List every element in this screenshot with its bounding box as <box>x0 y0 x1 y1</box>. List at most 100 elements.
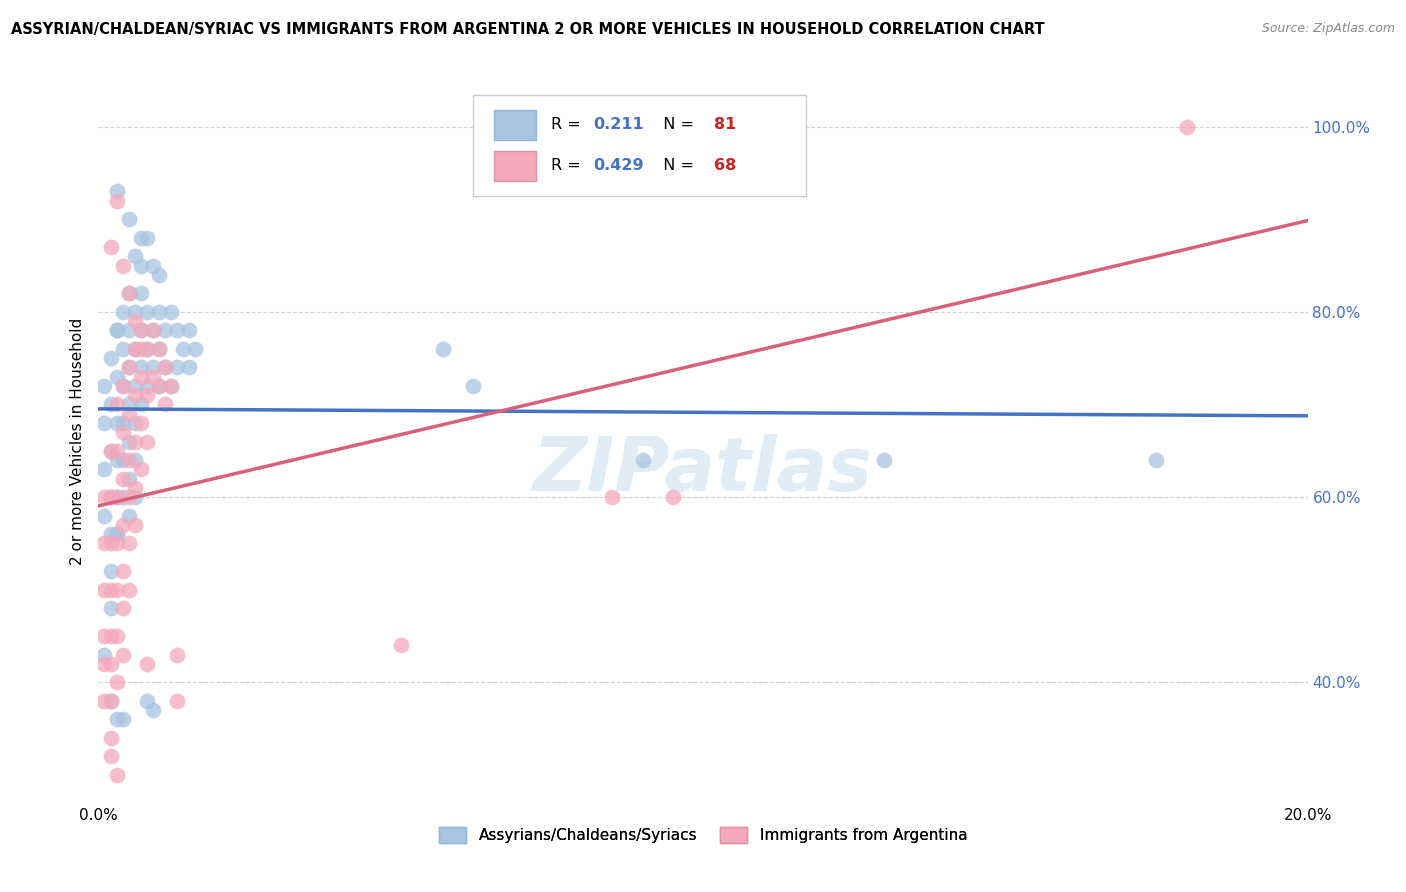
Point <box>100 629 122 643</box>
Point <box>100 397 122 411</box>
Point <box>111 472 134 486</box>
Point <box>118 323 141 337</box>
Point <box>111 259 134 273</box>
Point <box>111 601 134 615</box>
Point <box>124 490 146 504</box>
Point <box>118 407 141 421</box>
Point <box>105 416 128 430</box>
Point <box>1175 120 1198 134</box>
Point <box>118 397 141 411</box>
Point <box>873 453 896 467</box>
Point <box>184 342 207 356</box>
Text: N =: N = <box>654 159 700 173</box>
Point <box>124 342 146 356</box>
Point <box>148 379 170 393</box>
Point <box>118 490 141 504</box>
Bar <box>494 110 536 140</box>
Point <box>153 360 176 375</box>
Point <box>389 638 412 652</box>
Point <box>142 369 165 384</box>
Point <box>93 490 115 504</box>
Point <box>100 657 122 671</box>
Point <box>148 305 170 319</box>
Point <box>93 582 115 597</box>
Point <box>124 379 146 393</box>
Point <box>100 443 122 458</box>
Point <box>129 369 152 384</box>
Point <box>148 379 170 393</box>
Point <box>105 768 128 782</box>
Text: 81: 81 <box>714 117 737 132</box>
Point <box>105 397 128 411</box>
Point <box>111 490 134 504</box>
Point <box>129 231 152 245</box>
Point <box>153 397 176 411</box>
Point <box>118 434 141 449</box>
Point <box>160 379 183 393</box>
Point <box>166 360 188 375</box>
Point <box>124 416 146 430</box>
Point <box>100 601 122 615</box>
Point <box>160 305 183 319</box>
Point <box>124 481 146 495</box>
Point <box>118 536 141 550</box>
Point <box>100 582 122 597</box>
Point <box>105 194 128 208</box>
Point <box>105 675 128 690</box>
Point <box>105 185 128 199</box>
Point <box>432 342 454 356</box>
Point <box>148 342 170 356</box>
Point <box>631 453 654 467</box>
Point <box>100 731 122 745</box>
Point <box>135 231 157 245</box>
Point <box>124 249 146 263</box>
Point <box>166 694 188 708</box>
FancyBboxPatch shape <box>474 95 806 196</box>
Point <box>118 212 141 227</box>
Point <box>124 305 146 319</box>
Y-axis label: 2 or more Vehicles in Household: 2 or more Vehicles in Household <box>69 318 84 566</box>
Point <box>118 286 141 301</box>
Point <box>142 323 165 337</box>
Point <box>118 508 141 523</box>
Point <box>135 342 157 356</box>
Point <box>118 360 141 375</box>
Point <box>463 379 485 393</box>
Point <box>111 305 134 319</box>
Point <box>129 323 152 337</box>
Point <box>100 527 122 541</box>
Point <box>148 342 170 356</box>
Point <box>105 713 128 727</box>
Point <box>160 379 183 393</box>
Point <box>111 713 134 727</box>
Text: N =: N = <box>654 117 700 132</box>
Point <box>105 323 128 337</box>
Point <box>105 582 128 597</box>
Point <box>135 305 157 319</box>
Point <box>135 657 157 671</box>
Point <box>93 462 115 476</box>
Text: R =: R = <box>551 117 585 132</box>
Text: Source: ZipAtlas.com: Source: ZipAtlas.com <box>1261 22 1395 36</box>
Point <box>93 629 115 643</box>
Point <box>661 490 683 504</box>
Point <box>124 453 146 467</box>
Point <box>148 268 170 282</box>
Point <box>100 694 122 708</box>
Point <box>111 648 134 662</box>
Point <box>105 527 128 541</box>
Point <box>118 472 141 486</box>
Point <box>93 536 115 550</box>
Point <box>93 416 115 430</box>
Point <box>124 517 146 532</box>
Point <box>129 462 152 476</box>
Point <box>153 323 176 337</box>
Point <box>100 490 122 504</box>
Point <box>93 379 115 393</box>
Point <box>179 323 201 337</box>
Point <box>100 536 122 550</box>
Point <box>93 657 115 671</box>
Point <box>129 342 152 356</box>
Point <box>172 342 194 356</box>
Point <box>135 694 157 708</box>
